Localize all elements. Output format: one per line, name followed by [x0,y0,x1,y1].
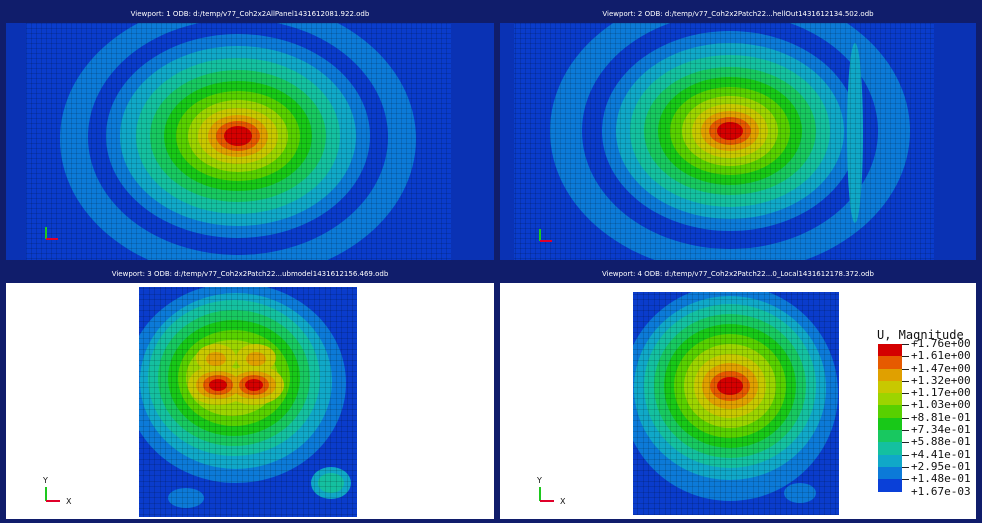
viewport-canvas[interactable] [500,23,976,260]
viewport-canvas[interactable]: Y X [6,283,494,519]
legend-tick [902,405,909,407]
legend-tick [902,442,909,444]
legend-swatch [878,356,902,369]
legend-tick [902,380,909,382]
axis-triad: Y X [536,476,566,506]
legend-row: +1.61e+00 [874,350,980,369]
legend-swatch [878,430,902,443]
legend-label: +4.41e-01 [911,447,971,461]
legend-tick [902,368,909,370]
viewport-title: Viewport: 1 ODB: d:/temp/v77_Coh2x2AllPa… [6,6,494,23]
legend-label: +1.32e+00 [911,373,971,387]
legend-tick [902,466,909,468]
legend-label: +1.17e+00 [911,386,971,400]
axis-triad [539,229,552,242]
legend-label: +5.88e-01 [911,435,971,449]
triad-y-label: Y [42,476,48,485]
legend-swatch [878,442,902,455]
legend-scale: +1.76e+00 +1.61e+00 +1.47e+00 +1.32e+00 +1.1… [874,338,980,497]
viewport-3[interactable]: Viewport: 3 ODB: d:/temp/v77_Coh2x2Patch… [6,266,494,519]
legend-row: +1.47e+00 [874,362,980,381]
legend-swatch [878,466,902,480]
viewport-title: Viewport: 2 ODB: d:/temp/v77_Coh2x2Patch… [500,6,976,23]
legend-label: +1.03e+00 [911,398,971,412]
axis-triad [45,227,58,240]
contour-plot [500,23,976,260]
axis-triad: Y X [42,476,72,506]
legend-row: +1.03e+00 [874,399,980,418]
triad-y-label: Y [536,476,542,485]
legend-swatch [878,380,902,394]
viewport-1[interactable]: Viewport: 1 ODB: d:/temp/v77_Coh2x2AllPa… [6,6,494,260]
legend-label: +1.67e-03 [911,484,971,498]
viewport-title: Viewport: 4 ODB: d:/temp/v77_Coh2x2Patch… [500,266,976,283]
legend-row: +5.88e-01 [874,436,980,455]
legend-tick [902,430,909,432]
legend-tick [902,393,909,395]
contour-plot [6,23,494,260]
legend-swatch [878,393,902,406]
legend-label: +1.48e-01 [911,472,971,486]
viewport-title: Viewport: 3 ODB: d:/temp/v77_Coh2x2Patch… [6,266,494,283]
legend-tick [902,479,909,481]
legend-label: +8.81e-01 [911,410,971,424]
viewport-2[interactable]: Viewport: 2 ODB: d:/temp/v77_Coh2x2Patch… [500,6,976,260]
triad-x-label: X [66,497,72,506]
legend-row: +1.17e+00 [874,387,980,406]
legend-swatch [878,344,902,357]
legend-swatch [878,417,902,431]
legend-row: +2.95e-01 [874,460,980,480]
legend-label: +7.34e-01 [911,423,971,437]
legend-label: +1.61e+00 [911,349,971,363]
viewport-canvas[interactable]: Y X [500,283,976,519]
legend-row: +1.32e+00 [874,374,980,394]
legend-label: +1.76e+00 [911,337,971,350]
contour-plot: Y X [6,283,494,519]
legend-swatch [878,405,902,418]
triad-x-label: X [560,497,566,506]
legend-row: +1.76e+00 [874,338,980,357]
legend-row: +4.41e-01 [874,448,980,467]
legend-label: +1.47e+00 [911,361,971,375]
contour-plot: Y X [500,283,976,519]
contour-legend: U, Magnitude +1.76e+00 +1.61e+00 +1.47e+00… [874,326,980,516]
legend-tick [902,356,909,358]
legend-label: +2.95e-01 [911,459,971,473]
legend-row: +1.48e-01 [874,473,980,492]
legend-row: +7.34e-01 [874,424,980,443]
legend-swatch [878,479,902,492]
legend-swatch [878,368,902,381]
legend-title: U, Magnitude [877,328,964,342]
legend-swatch [878,454,902,467]
legend-tick [902,454,909,456]
legend-row: +8.81e-01 [874,411,980,431]
viewport-canvas[interactable] [6,23,494,260]
legend-tick [902,344,909,345]
legend-tick [902,417,909,419]
